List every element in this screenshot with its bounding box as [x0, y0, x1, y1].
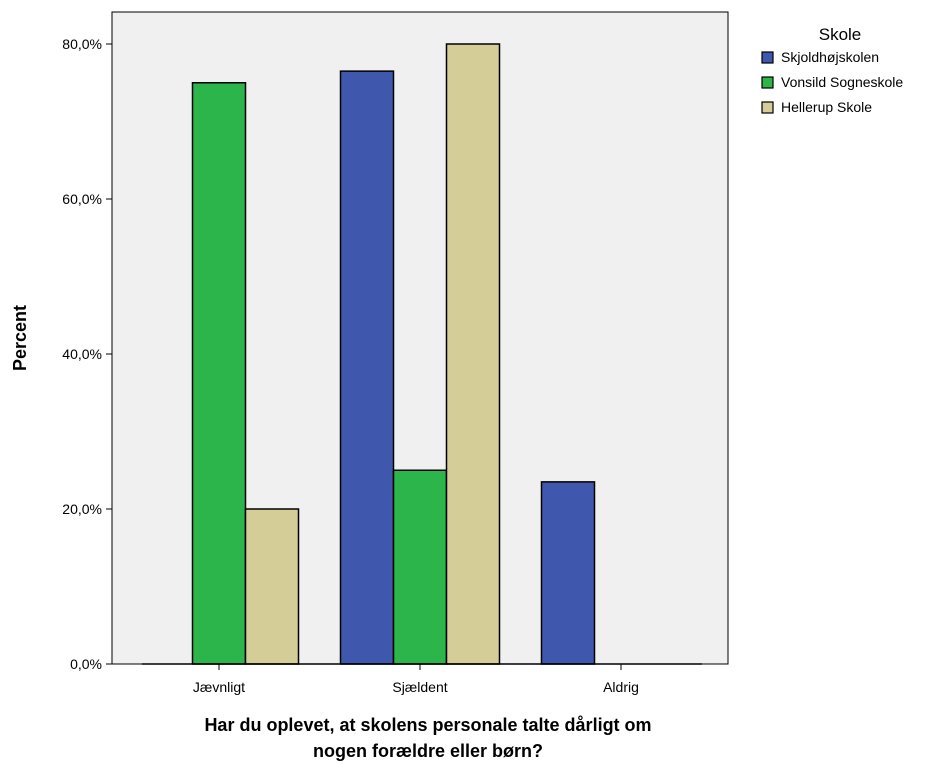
x-tick-label: Jævnligt	[193, 679, 245, 695]
bar-0-2	[244, 508, 300, 665]
legend: Skole Skjoldhøjskolen Vonsild Sogneskole H…	[761, 25, 903, 115]
x-axis: Jævnligt Sjældent Aldrig	[193, 664, 639, 695]
x-tick-label: Aldrig	[603, 679, 639, 695]
bar-0-1	[191, 82, 247, 665]
legend-label: Hellerup Skole	[781, 99, 872, 115]
x-axis-title-line-1: Har du oplevet, at skolens personale tal…	[204, 715, 651, 735]
bar-1-2	[445, 43, 501, 665]
bar-1-1	[392, 469, 448, 665]
legend-swatch	[761, 101, 774, 114]
legend-swatch	[761, 51, 774, 64]
bar-1-0	[339, 70, 395, 665]
x-axis-title-line-2: nogen forældre eller børn?	[313, 741, 543, 761]
legend-label: Vonsild Sogneskole	[781, 74, 903, 90]
legend-title: Skole	[819, 25, 862, 44]
legend-swatch	[761, 76, 774, 89]
y-tick-label: 20,0%	[62, 501, 102, 517]
bar-2-0	[540, 481, 596, 665]
legend-label: Skjoldhøjskolen	[781, 49, 879, 65]
y-tick-label: 80,0%	[62, 36, 102, 52]
bars-group	[142, 43, 702, 665]
y-tick-label: 0,0%	[70, 656, 102, 672]
y-axis: 0,0% 20,0% 40,0% 60,0% 80,0%	[62, 36, 112, 672]
y-tick-label: 60,0%	[62, 191, 102, 207]
x-tick-label: Sjældent	[392, 679, 447, 695]
y-axis-title: Percent	[10, 305, 30, 371]
y-tick-label: 40,0%	[62, 346, 102, 362]
